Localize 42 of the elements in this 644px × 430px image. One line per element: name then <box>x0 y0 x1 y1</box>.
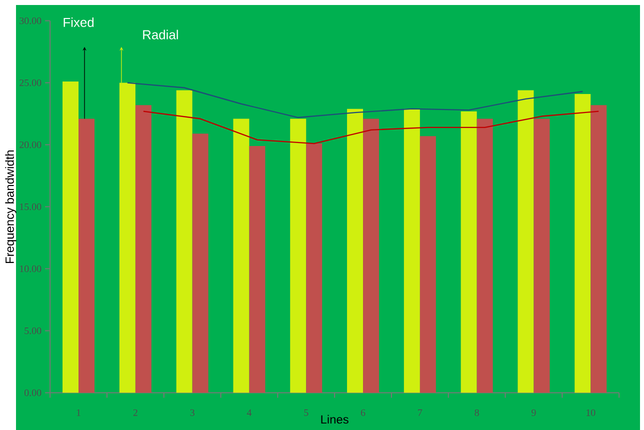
x-tick-label: 8 <box>474 409 479 416</box>
bar <box>534 118 550 393</box>
bar <box>233 118 250 393</box>
y-tick-label: 30.00 <box>20 17 42 24</box>
annotation: Radial <box>143 30 178 40</box>
x-tick-label: 10 <box>586 409 596 416</box>
annotation: Fixed <box>64 17 94 27</box>
line-series <box>126 82 584 118</box>
x-tick-label: 2 <box>133 409 138 416</box>
y-tick-label: 10.00 <box>20 265 42 272</box>
y-tick-label: 15.00 <box>20 203 42 210</box>
x-tick-label: 4 <box>246 409 252 416</box>
bar <box>347 108 364 393</box>
bar <box>62 82 79 393</box>
x-tick-label: 5 <box>304 409 308 416</box>
x-tick-label: 1 <box>76 409 80 416</box>
y-tick-label: 25.00 <box>20 79 42 86</box>
x-tick-label: 6 <box>360 409 366 416</box>
bar <box>404 108 420 393</box>
bar <box>518 90 534 393</box>
bar <box>78 118 95 393</box>
y-axis-title: Frequency bandwidth <box>5 150 16 263</box>
bar <box>590 105 607 393</box>
bar <box>420 136 436 393</box>
y-tick-label: 0.00 <box>24 389 42 396</box>
x-tick-label: 9 <box>532 409 536 416</box>
x-tick-label: 3 <box>190 409 194 416</box>
x-tick-label: 7 <box>418 409 422 416</box>
bar <box>363 118 380 393</box>
bar <box>460 111 477 393</box>
bar <box>192 134 208 393</box>
bar <box>135 105 152 393</box>
y-tick-label: 5.00 <box>24 327 42 334</box>
bar <box>176 90 192 393</box>
bar <box>249 146 266 393</box>
bar <box>290 118 306 393</box>
line-series <box>142 110 600 144</box>
bar <box>306 144 322 393</box>
bar <box>476 118 493 393</box>
y-tick-label: 20.00 <box>20 141 42 148</box>
x-axis-title: Lines <box>321 414 348 424</box>
bar <box>574 94 591 393</box>
